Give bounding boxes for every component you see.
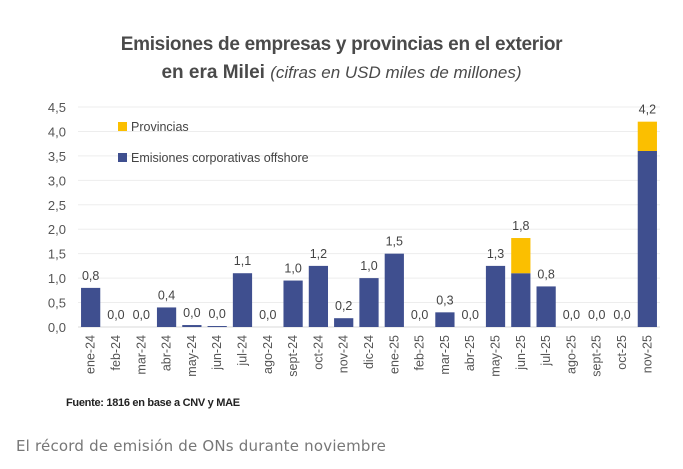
legend-item-provincias: Provincias <box>118 120 189 134</box>
y-tick-label: 4,5 <box>48 100 66 115</box>
bar-corporativas <box>536 286 556 327</box>
data-label: 0,0 <box>107 308 124 322</box>
bar-corporativas <box>384 253 404 327</box>
bar-corporativas <box>156 307 177 327</box>
data-label: 0,3 <box>436 293 453 307</box>
y-tick-label: 0,5 <box>48 296 66 311</box>
data-label: 0,0 <box>563 308 580 322</box>
data-label: 1,8 <box>512 219 529 233</box>
legend-label: Emisiones corporativas offshore <box>131 151 309 165</box>
data-label: 0,0 <box>613 308 630 322</box>
image-caption: El récord de emisión de ONs durante novi… <box>16 437 387 455</box>
y-tick-label: 3,0 <box>48 173 66 188</box>
data-label: 0,4 <box>158 288 175 302</box>
data-label: 4,2 <box>639 103 656 117</box>
bar-provincias <box>637 121 657 151</box>
x-axis: ene-24 feb-24 mar-24 abr-24 may-24 jun-24 jul-… <box>84 335 655 377</box>
data-label: 0,0 <box>462 308 479 322</box>
data-label: 0,8 <box>82 269 99 283</box>
x-tick-label: abr-25 <box>463 335 477 371</box>
x-tick-label: ene-24 <box>84 335 98 374</box>
x-tick-label: sept-25 <box>590 335 604 377</box>
x-tick-label: jul-25 <box>539 335 553 367</box>
x-tick-label: feb-25 <box>413 335 427 370</box>
x-tick-label: ago-24 <box>261 335 275 374</box>
bar-corporativas <box>308 265 329 327</box>
y-tick-label: 4,0 <box>48 124 66 139</box>
data-label: 0,0 <box>183 306 200 320</box>
x-tick-label: jun-24 <box>210 335 224 371</box>
bar-corporativas <box>81 287 101 327</box>
x-tick-label: jul-24 <box>235 335 249 367</box>
data-label: 1,0 <box>284 262 301 276</box>
x-tick-label: mar-24 <box>134 335 148 375</box>
x-tick-label: nov-24 <box>337 335 351 373</box>
legend-item-corporativas: Emisiones corporativas offshore <box>118 151 309 165</box>
legend-swatch <box>118 122 127 131</box>
bar-corporativas <box>435 312 455 327</box>
chart-title: Emisiones de empresas y provincias en el… <box>120 34 563 55</box>
data-label: 1,1 <box>234 254 251 268</box>
x-tick-label: jun-25 <box>514 335 528 371</box>
bar-corporativas <box>283 280 303 327</box>
bars <box>81 121 657 328</box>
data-label: 0,0 <box>208 307 225 321</box>
y-tick-label: 3,5 <box>48 149 66 164</box>
y-tick-label: 1,5 <box>48 247 66 262</box>
data-label: 0,0 <box>259 308 276 322</box>
legend: Provincias Emisiones corporativas offshor… <box>118 120 309 165</box>
data-label: 0,8 <box>537 267 554 281</box>
legend-swatch <box>118 153 127 162</box>
x-tick-label: may-25 <box>489 335 503 377</box>
source-note: Fuente: 1816 en base a CNV y MAE <box>66 397 240 409</box>
chart-subtitle: en era Milei (cifras en USD miles de mil… <box>0 62 683 84</box>
y-tick-label: 2,5 <box>48 198 66 213</box>
x-tick-label: ene-25 <box>387 335 401 374</box>
x-tick-label: may-24 <box>185 335 199 377</box>
x-tick-label: oct-25 <box>615 335 629 370</box>
bar-corporativas <box>207 326 227 328</box>
bar-corporativas <box>637 151 657 327</box>
data-label: 0,0 <box>411 308 428 322</box>
bar-corporativas <box>359 278 379 327</box>
x-tick-label: sept-24 <box>286 335 300 377</box>
bar-corporativas <box>485 265 506 327</box>
x-tick-label: nov-25 <box>640 335 654 373</box>
legend-label: Provincias <box>131 120 189 134</box>
y-tick-label: 0,0 <box>48 320 66 335</box>
data-label: 0,2 <box>335 299 352 313</box>
bar-corporativas <box>334 318 354 327</box>
data-label: 0,0 <box>133 308 150 322</box>
x-tick-label: ago-25 <box>564 335 578 374</box>
y-tick-label: 2,0 <box>48 222 66 237</box>
x-tick-label: abr-24 <box>160 335 174 371</box>
chart-title-era: en era Milei <box>161 62 265 83</box>
y-tick-label: 1,0 <box>48 271 66 286</box>
bar-provincias <box>511 238 531 274</box>
x-tick-label: mar-25 <box>438 335 452 375</box>
x-tick-label: dic-24 <box>362 335 376 369</box>
data-label: 0,0 <box>588 308 605 322</box>
chart-units: (cifras en USD miles de millones) <box>270 63 522 82</box>
data-label: 1,2 <box>310 247 327 261</box>
bar-corporativas <box>232 273 253 327</box>
bar-corporativas <box>182 325 202 327</box>
data-label: 1,3 <box>487 247 504 261</box>
data-label: 1,0 <box>360 259 377 273</box>
data-labels: 0,8 0,0 0,0 0,4 0,0 0,0 1,1 0,0 1,0 1,2 0,2 1,0 1,5 0… <box>82 103 656 322</box>
x-tick-label: oct-24 <box>311 335 325 370</box>
bar-corporativas <box>511 273 531 327</box>
data-label: 1,5 <box>386 235 403 249</box>
bar-chart: 0,00,51,01,52,02,53,03,54,04,5 0,80,0 0,0… <box>48 100 660 377</box>
y-axis: 0,0 0,5 1,0 1,5 2,0 2,5 3,0 3,5 4,0 4,5 <box>48 100 66 335</box>
x-tick-label: feb-24 <box>109 335 123 370</box>
